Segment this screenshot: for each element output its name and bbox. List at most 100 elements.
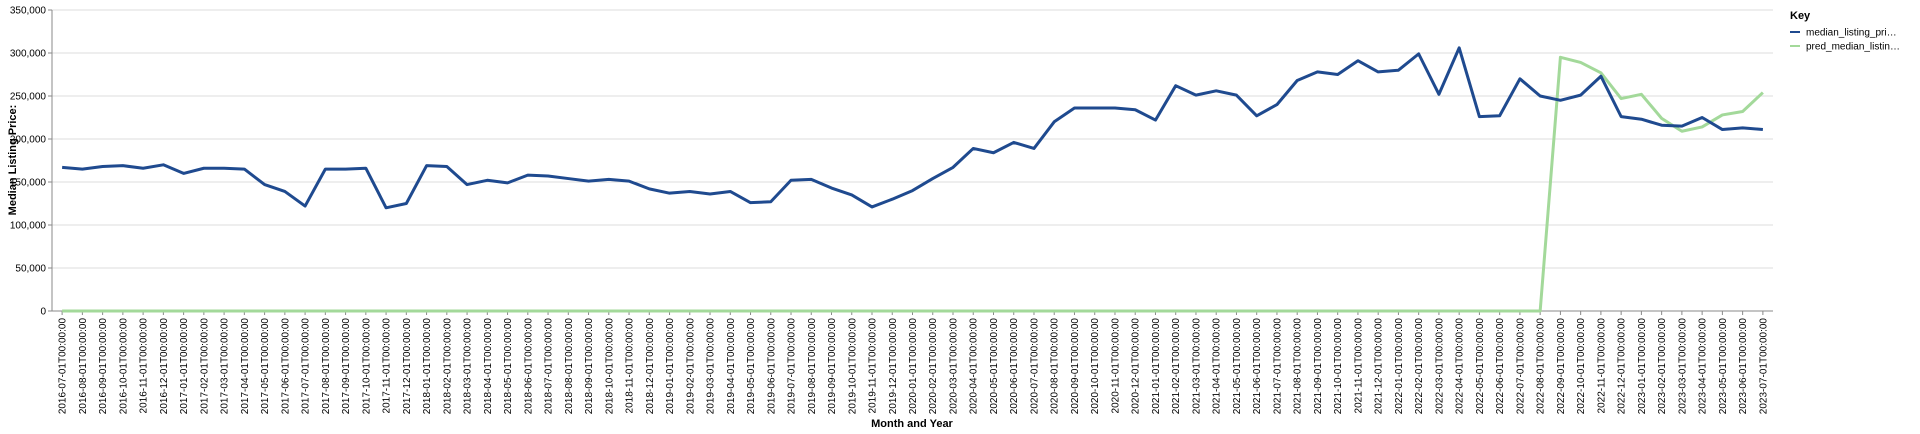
x-tick-label: 2021-01-01T00:00:00	[1151, 318, 1162, 415]
x-tick-label: 2017-10-01T00:00:00	[361, 318, 372, 415]
x-tick-label: 2018-03-01T00:00:00	[463, 318, 474, 415]
x-tick-label: 2017-08-01T00:00:00	[321, 318, 332, 415]
y-tick-label: 250,000	[10, 92, 47, 103]
x-tick-label: 2020-01-01T00:00:00	[908, 318, 919, 415]
x-tick-label: 2018-05-01T00:00:00	[503, 318, 514, 415]
x-tick-label: 2017-02-01T00:00:00	[199, 318, 210, 415]
x-tick-label: 2021-04-01T00:00:00	[1212, 318, 1223, 415]
y-tick-label: 300,000	[10, 49, 47, 60]
x-tick-label: 2018-07-01T00:00:00	[544, 318, 555, 415]
legend-label: pred_median_listin…	[1806, 42, 1900, 53]
x-axis-title: Month and Year	[871, 418, 953, 430]
y-tick-label: 50,000	[15, 264, 46, 275]
x-tick-label: 2018-02-01T00:00:00	[442, 318, 453, 415]
x-tick-label: 2021-11-01T00:00:00	[1353, 318, 1364, 414]
x-tick-label: 2019-08-01T00:00:00	[807, 318, 818, 415]
x-tick-label: 2021-10-01T00:00:00	[1333, 318, 1344, 415]
x-tick-label: 2018-06-01T00:00:00	[523, 318, 534, 415]
x-tick-label: 2022-03-01T00:00:00	[1434, 318, 1445, 415]
x-tick-label: 2021-05-01T00:00:00	[1232, 318, 1243, 415]
x-tick-label: 2019-03-01T00:00:00	[706, 318, 717, 415]
x-tick-label: 2021-09-01T00:00:00	[1313, 318, 1324, 415]
x-tick-label: 2018-08-01T00:00:00	[564, 318, 575, 415]
x-tick-label: 2019-12-01T00:00:00	[888, 318, 899, 415]
x-tick-label: 2020-02-01T00:00:00	[928, 318, 939, 415]
x-tick-label: 2018-11-01T00:00:00	[625, 318, 636, 414]
y-tick-label: 200,000	[10, 135, 47, 146]
x-tick-label: 2022-11-01T00:00:00	[1596, 318, 1607, 414]
x-tick-label: 2016-12-01T00:00:00	[159, 318, 170, 415]
x-tick-label: 2019-01-01T00:00:00	[665, 318, 676, 415]
x-tick-label: 2022-02-01T00:00:00	[1414, 318, 1425, 415]
x-tick-label: 2023-03-01T00:00:00	[1677, 318, 1688, 415]
x-tick-label: 2020-03-01T00:00:00	[948, 318, 959, 415]
x-tick-label: 2023-02-01T00:00:00	[1657, 318, 1668, 415]
x-tick-label: 2016-11-01T00:00:00	[139, 318, 150, 414]
legend-title: Key	[1790, 10, 1811, 22]
x-tick-label: 2020-07-01T00:00:00	[1029, 318, 1040, 415]
x-tick-label: 2022-06-01T00:00:00	[1495, 318, 1506, 415]
x-tick-label: 2023-05-01T00:00:00	[1718, 318, 1729, 415]
x-tick-label: 2019-02-01T00:00:00	[685, 318, 696, 415]
series-line	[61, 46, 1764, 210]
x-tick-label: 2022-05-01T00:00:00	[1475, 318, 1486, 415]
x-tick-label: 2022-07-01T00:00:00	[1515, 318, 1526, 415]
x-tick-label: 2021-12-01T00:00:00	[1374, 318, 1385, 415]
x-tick-label: 2016-07-01T00:00:00	[58, 318, 69, 415]
x-tick-label: 2020-05-01T00:00:00	[989, 318, 1000, 415]
x-tick-label: 2017-01-01T00:00:00	[179, 318, 190, 415]
x-tick-label: 2017-06-01T00:00:00	[280, 318, 291, 415]
x-tick-label: 2017-04-01T00:00:00	[240, 318, 251, 415]
x-tick-label: 2022-09-01T00:00:00	[1556, 318, 1567, 415]
x-tick-label: 2020-12-01T00:00:00	[1131, 318, 1142, 415]
x-tick-label: 2019-07-01T00:00:00	[787, 318, 798, 415]
x-tick-label: 2023-04-01T00:00:00	[1698, 318, 1709, 415]
x-tick-label: 2018-09-01T00:00:00	[584, 318, 595, 415]
x-tick-label: 2021-06-01T00:00:00	[1252, 318, 1263, 415]
x-tick-label: 2021-02-01T00:00:00	[1171, 318, 1182, 415]
x-tick-label: 2017-07-01T00:00:00	[301, 318, 312, 415]
x-tick-label: 2020-11-01T00:00:00	[1110, 318, 1121, 414]
x-tick-label: 2017-11-01T00:00:00	[382, 318, 393, 414]
x-tick-label: 2021-03-01T00:00:00	[1191, 318, 1202, 415]
x-tick-label: 2021-07-01T00:00:00	[1272, 318, 1283, 415]
x-tick-label: 2023-01-01T00:00:00	[1637, 318, 1648, 415]
x-tick-label: 2019-05-01T00:00:00	[746, 318, 757, 415]
x-tick-label: 2017-03-01T00:00:00	[220, 318, 231, 415]
legend-label: median_listing_pri…	[1806, 28, 1897, 39]
x-tick-label: 2020-09-01T00:00:00	[1070, 318, 1081, 415]
x-tick-label: 2020-04-01T00:00:00	[969, 318, 980, 415]
x-tick-label: 2017-05-01T00:00:00	[260, 318, 271, 415]
y-axis-title: Median Listing Price:	[7, 105, 19, 216]
x-tick-label: 2016-10-01T00:00:00	[118, 318, 129, 415]
x-tick-label: 2018-12-01T00:00:00	[645, 318, 656, 415]
y-tick-label: 350,000	[10, 6, 47, 17]
x-tick-label: 2016-08-01T00:00:00	[78, 318, 89, 415]
x-tick-label: 2018-01-01T00:00:00	[422, 318, 433, 415]
x-tick-label: 2022-12-01T00:00:00	[1617, 318, 1628, 415]
x-tick-label: 2022-04-01T00:00:00	[1455, 318, 1466, 415]
y-tick-label: 100,000	[10, 221, 47, 232]
series-line	[62, 55, 1764, 313]
x-tick-label: 2017-09-01T00:00:00	[341, 318, 352, 415]
x-tick-label: 2019-09-01T00:00:00	[827, 318, 838, 415]
x-tick-label: 2019-04-01T00:00:00	[726, 318, 737, 415]
x-tick-label: 2017-12-01T00:00:00	[402, 318, 413, 415]
y-tick-label: 0	[40, 307, 46, 318]
x-tick-label: 2023-06-01T00:00:00	[1738, 318, 1749, 415]
x-tick-label: 2018-10-01T00:00:00	[604, 318, 615, 415]
x-tick-label: 2019-11-01T00:00:00	[868, 318, 879, 414]
x-tick-label: 2020-10-01T00:00:00	[1090, 318, 1101, 415]
x-tick-label: 2021-08-01T00:00:00	[1293, 318, 1304, 415]
x-tick-label: 2018-04-01T00:00:00	[483, 318, 494, 415]
x-tick-label: 2019-06-01T00:00:00	[766, 318, 777, 415]
x-tick-label: 2022-10-01T00:00:00	[1576, 318, 1587, 415]
x-tick-label: 2019-10-01T00:00:00	[847, 318, 858, 415]
x-tick-label: 2023-07-01T00:00:00	[1758, 318, 1769, 415]
x-tick-label: 2022-01-01T00:00:00	[1394, 318, 1405, 415]
y-tick-label: 150,000	[10, 178, 47, 189]
x-tick-label: 2016-09-01T00:00:00	[98, 318, 109, 415]
x-tick-label: 2020-06-01T00:00:00	[1009, 318, 1020, 415]
x-tick-label: 2020-08-01T00:00:00	[1050, 318, 1061, 415]
